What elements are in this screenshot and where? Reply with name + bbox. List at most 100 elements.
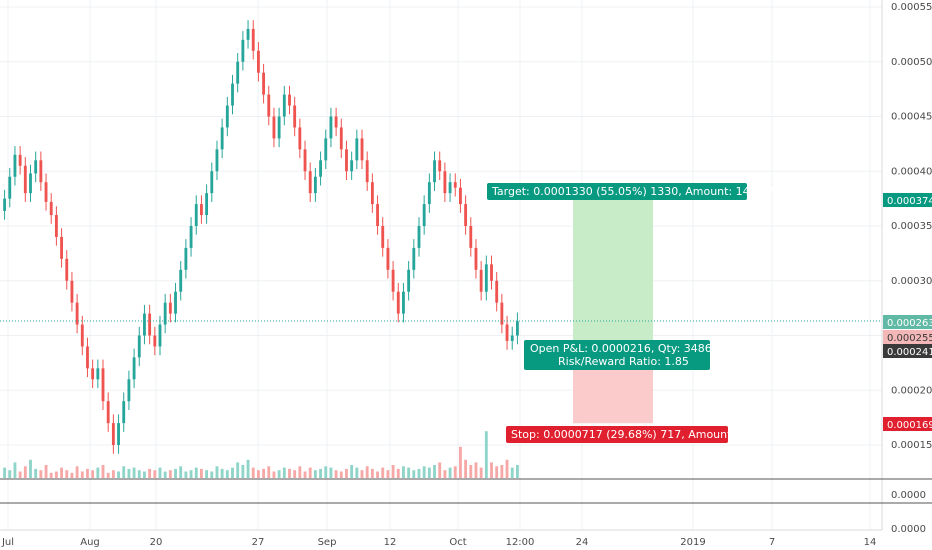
candle-body[interactable] (407, 269, 411, 292)
time-axis[interactable]: Jul Aug 20 27 Sep 12 Oct 12:00 24 2019 7 14 (1, 537, 876, 548)
candle-body[interactable] (443, 171, 447, 194)
candle-body[interactable] (246, 28, 250, 40)
candle-body[interactable] (376, 204, 379, 226)
candle-body[interactable] (381, 226, 385, 248)
candle-body[interactable] (355, 138, 359, 161)
candle-body[interactable] (334, 116, 338, 128)
candle-body[interactable] (438, 160, 442, 172)
candle-body[interactable] (324, 138, 328, 161)
candle-body[interactable] (44, 182, 48, 202)
candle-body[interactable] (122, 401, 126, 424)
candle-body[interactable] (75, 302, 79, 325)
candle-body[interactable] (427, 182, 431, 205)
candle-body[interactable] (339, 127, 343, 150)
candle-body[interactable] (484, 264, 488, 292)
candle-body[interactable] (267, 94, 271, 117)
candle-body[interactable] (210, 171, 214, 194)
candle-body[interactable] (49, 201, 53, 216)
price-axis[interactable]: 0.0005500 0.0005000 0.0004500 0.0004000 0.00… (891, 2, 932, 451)
candle-body[interactable] (236, 61, 240, 84)
candle-body[interactable] (13, 154, 17, 177)
candle-body[interactable] (365, 160, 369, 183)
candle-body[interactable] (391, 269, 395, 292)
candle-body[interactable] (117, 423, 120, 445)
candle-body[interactable] (3, 198, 7, 211)
candle-body[interactable] (184, 247, 188, 270)
candle-body[interactable] (148, 313, 152, 336)
candle-body[interactable] (215, 149, 219, 172)
candle-body[interactable] (158, 324, 162, 347)
candle-body[interactable] (319, 160, 322, 177)
candle-body[interactable] (495, 280, 499, 303)
candle-body[interactable] (96, 368, 100, 380)
candles[interactable] (3, 20, 519, 454)
candle-body[interactable] (34, 160, 38, 174)
candle-body[interactable] (179, 269, 183, 292)
candle-body[interactable] (402, 291, 405, 314)
candle-body[interactable] (205, 193, 209, 216)
candle-body[interactable] (256, 50, 260, 73)
candle-body[interactable] (18, 154, 22, 166)
candle-body[interactable] (474, 247, 478, 270)
candle-body[interactable] (515, 321, 519, 336)
candle-body[interactable] (386, 247, 390, 270)
candle-body[interactable] (490, 264, 493, 281)
candle-body[interactable] (422, 204, 426, 226)
candle-body[interactable] (510, 335, 514, 341)
candle-body[interactable] (282, 94, 286, 117)
candle-body[interactable] (220, 127, 224, 150)
candle-body[interactable] (111, 423, 115, 445)
candle-body[interactable] (500, 302, 504, 325)
candle-body[interactable] (329, 116, 333, 139)
candle-body[interactable] (23, 165, 27, 194)
candle-body[interactable] (127, 379, 131, 402)
candle-body[interactable] (360, 138, 364, 161)
candle-body[interactable] (272, 116, 276, 139)
candle-body[interactable] (345, 149, 348, 172)
candle-body[interactable] (288, 94, 291, 106)
candle-body[interactable] (448, 182, 452, 194)
candle-body[interactable] (412, 247, 416, 270)
candle-body[interactable] (137, 335, 141, 358)
candle-body[interactable] (262, 72, 266, 95)
candle-body[interactable] (303, 149, 307, 172)
candle-body[interactable] (168, 302, 172, 314)
candle-body[interactable] (132, 357, 136, 380)
candle-body[interactable] (70, 280, 74, 303)
candle-body[interactable] (464, 204, 468, 226)
candle-body[interactable] (101, 368, 105, 402)
candle-body[interactable] (153, 335, 157, 347)
candle-body[interactable] (8, 176, 12, 199)
candle-body[interactable] (308, 171, 312, 194)
candle-body[interactable] (370, 182, 374, 205)
candle-body[interactable] (60, 236, 63, 259)
candle-body[interactable] (80, 324, 84, 347)
candle-body[interactable] (396, 291, 400, 314)
candle-body[interactable] (277, 116, 281, 139)
candle-body[interactable] (200, 204, 203, 216)
candle-body[interactable] (417, 226, 421, 248)
candle-body[interactable] (194, 204, 198, 226)
candle-body[interactable] (469, 226, 473, 248)
candle-body[interactable] (251, 28, 255, 51)
candle-body[interactable] (65, 258, 69, 281)
candle-body[interactable] (298, 127, 302, 150)
candle-body[interactable] (479, 269, 483, 292)
candle-body[interactable] (350, 160, 354, 172)
candle-body[interactable] (163, 302, 167, 325)
candle-body[interactable] (313, 176, 317, 194)
candle-body[interactable] (189, 226, 193, 248)
candle-body[interactable] (91, 368, 95, 380)
candle-body[interactable] (231, 83, 234, 106)
candle-body[interactable] (174, 291, 177, 314)
candle-body[interactable] (54, 215, 58, 237)
candle-body[interactable] (453, 182, 457, 188)
candle-body[interactable] (39, 160, 43, 183)
candle-body[interactable] (241, 39, 245, 62)
candle-body[interactable] (505, 324, 509, 341)
candle-body[interactable] (225, 105, 229, 128)
candle-body[interactable] (459, 187, 462, 205)
candle-body[interactable] (143, 313, 146, 336)
candle-body[interactable] (293, 105, 297, 128)
